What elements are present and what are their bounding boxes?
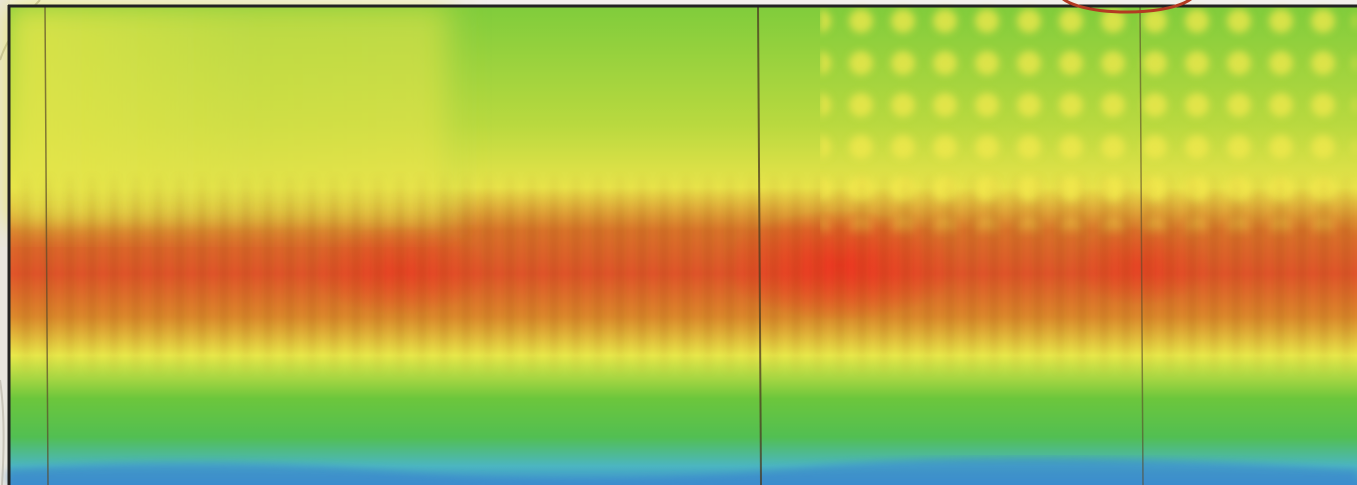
heatmap-stripes bbox=[8, 5, 1357, 485]
heatmap bbox=[8, 5, 1357, 485]
screenshot bbox=[0, 0, 1357, 485]
heatmap-view bbox=[0, 0, 1357, 485]
